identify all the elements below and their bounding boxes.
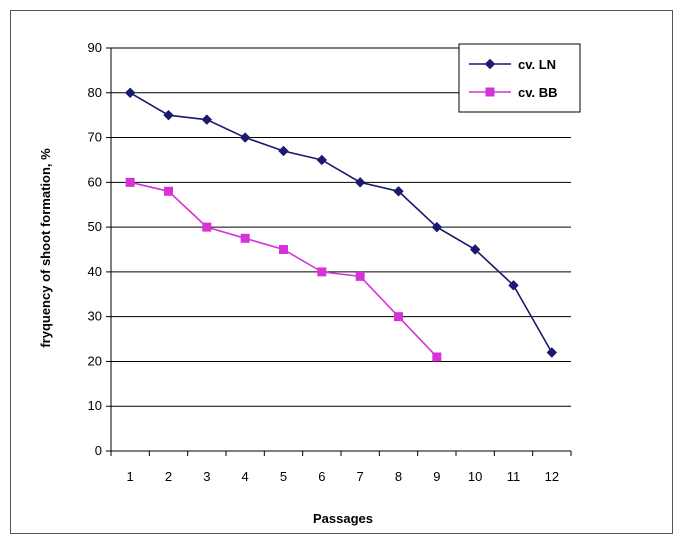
y-axis-title: fryquency of shoot formation, % <box>38 148 53 348</box>
x-tick-label: 3 <box>203 469 210 484</box>
data-point <box>546 347 558 358</box>
data-point <box>432 352 442 362</box>
data-point <box>316 154 328 166</box>
x-tick-label: 5 <box>280 469 287 484</box>
y-tick-label: 10 <box>88 398 102 413</box>
data-point <box>240 233 250 243</box>
data-point <box>393 186 404 197</box>
y-tick-labels: 0 10 20 30 40 50 60 70 80 90 <box>88 40 102 458</box>
y-tick-label: 40 <box>88 264 102 279</box>
y-tick-label: 30 <box>88 309 102 324</box>
data-point <box>239 132 251 143</box>
data-point <box>355 271 365 281</box>
series-line <box>129 92 553 353</box>
data-point <box>124 87 136 98</box>
gridlines <box>106 47 571 452</box>
x-tick-label: 6 <box>318 469 325 484</box>
data-point <box>164 186 173 196</box>
x-tick-label: 4 <box>242 469 249 484</box>
x-tick-label: 1 <box>127 469 134 484</box>
data-point <box>354 177 366 188</box>
x-tick-label: 9 <box>433 469 440 484</box>
series-lines <box>124 87 558 362</box>
data-point <box>202 222 212 232</box>
legend-label: cv. LN <box>518 57 556 72</box>
y-tick-label: 80 <box>88 85 102 100</box>
x-tick-label: 11 <box>507 469 521 484</box>
y-tick-label: 50 <box>88 219 102 234</box>
axes <box>110 48 572 456</box>
x-tick-label: 2 <box>165 469 172 484</box>
data-point <box>201 114 213 125</box>
x-tick-label: 8 <box>395 469 402 484</box>
y-tick-label: 0 <box>95 443 102 458</box>
data-point <box>508 280 519 291</box>
series-line <box>129 181 438 358</box>
data-point <box>394 312 403 322</box>
data-point <box>125 177 135 187</box>
series-2 <box>125 177 442 362</box>
data-point <box>317 267 327 277</box>
series-1 <box>124 87 558 358</box>
legend-marker <box>485 87 495 97</box>
x-tick-labels: 1 2 3 4 5 6 7 8 9 10 11 12 <box>127 469 560 484</box>
x-axis-title: Passages <box>313 511 373 526</box>
legend-box <box>458 43 581 113</box>
chart-frame: 0 10 20 30 40 50 60 70 80 90 1 2 3 4 5 6 7 8 9 10 11 12 Pass… <box>10 10 673 534</box>
y-tick-label: 90 <box>88 40 102 55</box>
x-tick-label: 10 <box>468 469 482 484</box>
y-tick-label: 20 <box>88 353 102 368</box>
x-tick-label: 7 <box>357 469 364 484</box>
y-tick-label: 60 <box>88 174 102 189</box>
legend-marker <box>484 58 496 70</box>
data-point <box>279 245 288 254</box>
legend-label: cv. BB <box>518 85 558 100</box>
legend: cv. LN cv. BB <box>458 43 581 113</box>
data-point <box>278 145 289 157</box>
data-point <box>469 244 481 255</box>
data-point <box>431 221 443 233</box>
x-tick-label: 12 <box>545 469 559 484</box>
data-point <box>163 109 174 121</box>
y-tick-label: 70 <box>88 130 102 145</box>
